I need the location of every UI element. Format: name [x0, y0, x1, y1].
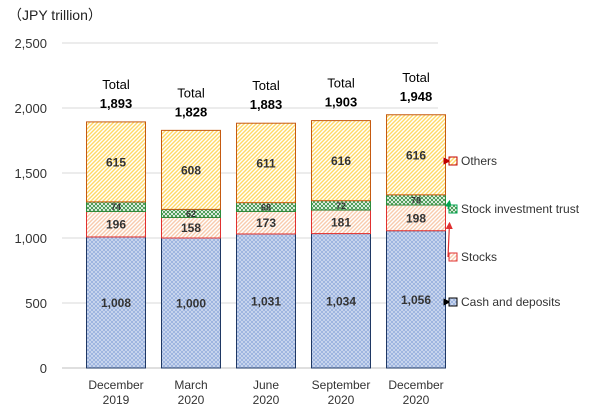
legend-swatch [448, 204, 458, 214]
x-tick-label: 2020 [253, 393, 280, 407]
bar-group: 1,056 198 78 616 [386, 114, 446, 369]
x-tick-label: 2020 [403, 393, 430, 407]
data-label-stock-investment-trust: 62 [186, 209, 196, 219]
y-tick-label: 1,500 [14, 166, 47, 181]
bar-others [311, 120, 371, 202]
bar-group: 1,008 196 74 615 [86, 121, 146, 369]
legend-arrow [445, 221, 453, 258]
unit-label: （JPY trillion） [8, 7, 102, 23]
legend-swatch [448, 252, 458, 262]
bar-group: 1,034 181 72 616 [311, 120, 371, 369]
data-label-others: 611 [256, 156, 276, 170]
data-label-stocks: 196 [106, 218, 126, 232]
data-label-cash-and-deposits: 1,031 [251, 294, 281, 308]
legend-swatch [448, 156, 458, 166]
bar-cash-and-deposits [311, 233, 371, 369]
x-tick-label: March [174, 378, 207, 392]
x-axis: December2019March2020June2020September20… [88, 378, 443, 407]
total-value: 1,828 [175, 104, 208, 119]
legend-item-others: Others [443, 154, 497, 168]
x-tick-label: September [312, 378, 371, 392]
data-label-stocks: 173 [256, 216, 276, 230]
data-label-cash-and-deposits: 1,056 [401, 293, 431, 307]
data-label-stocks: 181 [331, 215, 351, 229]
data-label-others: 616 [331, 154, 351, 168]
x-tick-label: December [388, 378, 443, 392]
x-tick-label: 2020 [178, 393, 205, 407]
bar-group: 1,000 158 62 608 [161, 129, 221, 369]
data-label-cash-and-deposits: 1,000 [176, 297, 206, 311]
y-tick-label: 2,000 [14, 101, 47, 116]
legend-label: Others [461, 154, 497, 168]
total-value: 1,883 [250, 97, 283, 112]
total-label: Total [102, 77, 130, 92]
y-tick-label: 1,000 [14, 231, 47, 246]
data-label-stocks: 158 [181, 221, 201, 235]
data-label-stock-investment-trust: 72 [336, 201, 346, 211]
total-value: 1,948 [400, 89, 433, 104]
bar-others [386, 114, 446, 196]
legend: Others Stock investment trust Stocks Cash a… [443, 154, 580, 309]
x-tick-label: December [88, 378, 143, 392]
bar-stocks [86, 210, 146, 238]
data-label-cash-and-deposits: 1,034 [326, 294, 356, 308]
data-label-stock-investment-trust: 68 [261, 203, 271, 213]
data-label-others: 615 [106, 155, 126, 169]
bars: 1,008196746151,000158626081,031173686111… [86, 114, 446, 369]
bar-cash-and-deposits [86, 236, 146, 369]
data-label-others: 616 [406, 148, 426, 162]
data-label-cash-and-deposits: 1,008 [101, 296, 131, 310]
data-label-stock-investment-trust: 74 [111, 202, 121, 212]
total-label: Total [327, 76, 355, 91]
data-label-stocks: 198 [406, 211, 426, 225]
x-tick-label: June [253, 378, 279, 392]
total-label: Total [252, 78, 280, 93]
bar-others [236, 122, 296, 204]
bar-stocks [386, 204, 446, 232]
data-label-stock-investment-trust: 78 [411, 195, 421, 205]
y-tick-label: 2,500 [14, 36, 47, 51]
x-tick-label: 2020 [328, 393, 355, 407]
legend-item-stock-investment-trust: Stock investment trust [444, 199, 580, 216]
total-label: Total [177, 85, 205, 100]
legend-item-cash-and-deposits: Cash and deposits [443, 295, 560, 309]
y-axis: 0 500 1,000 1,500 2,000 2,500 [14, 36, 47, 376]
bar-others [161, 129, 221, 210]
y-tick-label: 0 [40, 361, 47, 376]
legend-item-stocks: Stocks [445, 221, 497, 264]
x-tick-label: 2019 [103, 393, 130, 407]
y-tick-label: 500 [25, 296, 47, 311]
legend-label: Stock investment trust [461, 202, 580, 216]
total-value: 1,903 [325, 95, 358, 110]
legend-label: Stocks [461, 250, 497, 264]
bar-others [86, 121, 146, 203]
bar-group: 1,031 173 68 611 [236, 122, 296, 369]
legend-label: Cash and deposits [461, 295, 560, 309]
total-value: 1,893 [100, 96, 133, 111]
data-label-others: 608 [181, 163, 201, 177]
legend-swatch [448, 297, 458, 307]
total-labels: Total 1,893 Total 1,828 Total 1,883 Total 1,903… [100, 70, 433, 120]
total-label: Total [402, 70, 430, 85]
